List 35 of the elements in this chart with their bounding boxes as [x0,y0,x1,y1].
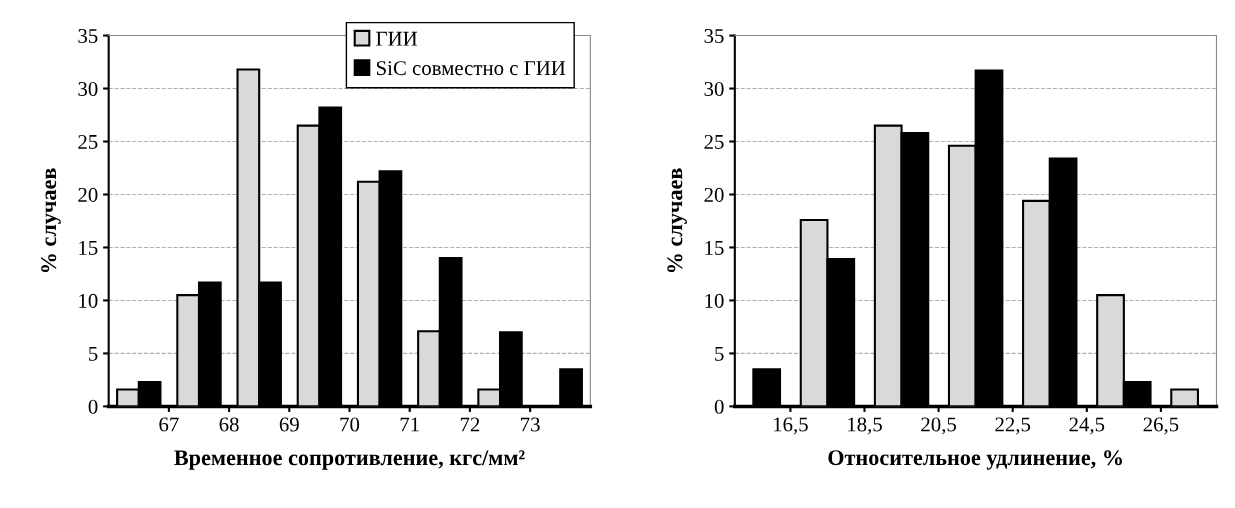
x-tick-label: 69 [279,417,299,432]
y-tick-label: 5 [715,347,724,361]
y-tick-label: 25 [704,134,724,149]
x-tick-label: 68 [219,417,239,432]
y-tick-label: 10 [79,293,98,308]
x-tick-label: 20,5 [921,417,957,435]
y-axis-title: % случаев [667,168,687,273]
y-tick-label: 10 [705,293,724,308]
y-tick-label: 15 [705,240,724,255]
x-tick-label: 73 [521,417,540,432]
x-tick-label: 67 [159,417,179,432]
y-tick-label: 35 [704,28,724,43]
x-tick-label: 26,5 [1143,417,1179,435]
x-tick-label: 71 [400,417,419,432]
y-tick-label: 15 [79,240,98,255]
x-tick-label: 18,5 [848,417,882,435]
x-tick-label: 70 [340,417,360,432]
y-tick-label: 0 [714,399,724,414]
legend-label: ГИИ [376,31,418,46]
y-tick-label: 25 [78,134,98,149]
y-tick-label: 20 [78,187,98,202]
y-tick-label: 0 [88,399,98,414]
y-tick-label: 5 [89,347,98,361]
x-tick-label: 16,5 [774,417,808,435]
legend-label: SiC совместно с ГИИ [376,61,566,76]
x-tick-label: 22,5 [995,417,1031,435]
y-axis-title: % случаев [41,168,61,273]
x-tick-label: 24,5 [1069,417,1105,435]
y-tick-label: 30 [704,81,724,96]
x-axis-title: Относительное удлинение, % [828,450,1122,470]
x-tick-label: 72 [460,417,480,432]
x-axis-title: Временное сопротивление, кгс/мм² [174,450,525,470]
y-tick-label: 20 [704,187,724,202]
y-tick-label: 35 [78,28,98,43]
y-tick-label: 30 [78,81,98,96]
